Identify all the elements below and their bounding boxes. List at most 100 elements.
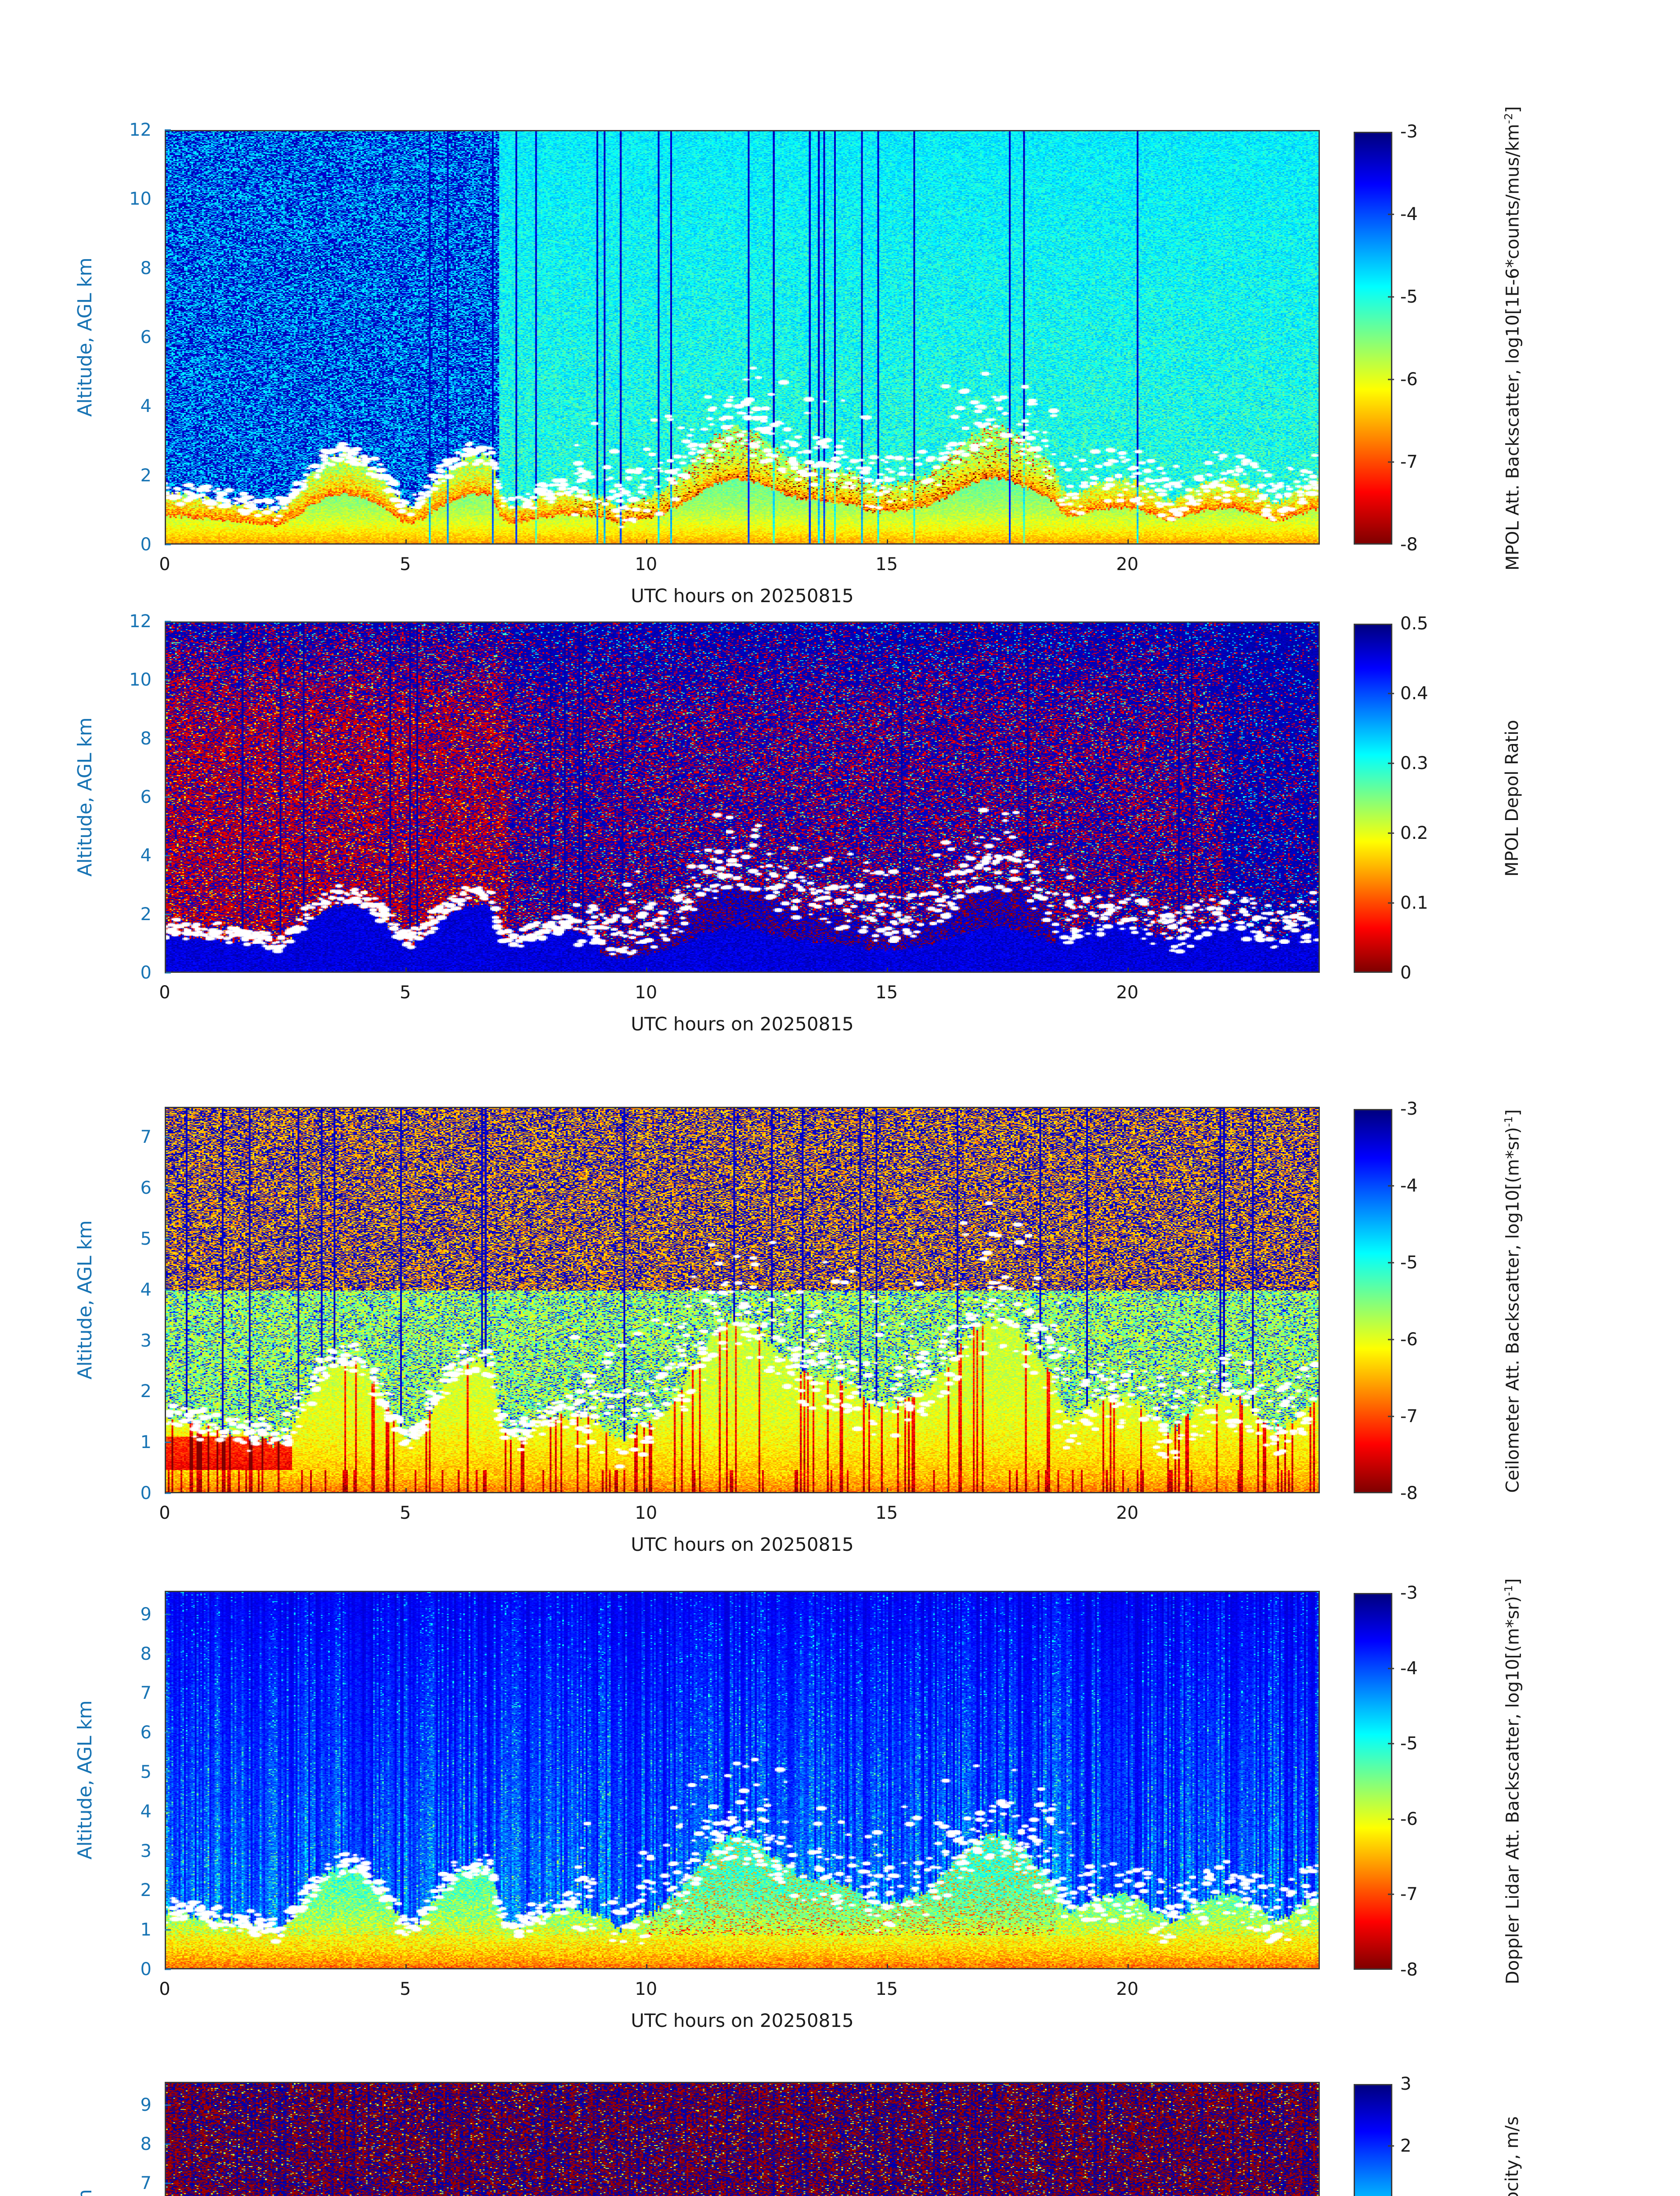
y-tick-mark-p4-8 <box>165 1653 171 1655</box>
colorbar-4 <box>1354 1593 1392 1970</box>
y-tick-mark-p4-4 <box>165 1811 171 1813</box>
y-tick-label-p1-4: 8 <box>140 258 152 278</box>
y-tick-label-p4-1: 1 <box>140 1920 152 1940</box>
y-tick-label-p2-0: 0 <box>140 963 152 983</box>
heatmap-plot-1[interactable] <box>165 130 1320 545</box>
colorbar-tick-mark-p2-1 <box>1388 902 1394 904</box>
y-tick-label-p3-5: 5 <box>140 1229 152 1250</box>
x-tick-label-p1-2: 10 <box>635 554 658 574</box>
x-tick-mark-p4-3 <box>886 1964 888 1969</box>
y-tick-label-p5-9: 9 <box>140 2095 152 2116</box>
y-tick-mark-p5-9 <box>165 2104 171 2106</box>
colorbar-tick-mark-p1-3 <box>1388 296 1394 298</box>
y-tick-mark-p4-6 <box>165 1732 171 1734</box>
y-tick-mark-p4-9 <box>165 1614 171 1615</box>
colorbar-tick-label-p1-3: -5 <box>1400 287 1418 307</box>
y-tick-mark-p4-2 <box>165 1889 171 1891</box>
colorbar-tick-mark-p2-4 <box>1388 693 1394 694</box>
x-tick-mark-p4-2 <box>646 1964 647 1969</box>
y-tick-label-p3-2: 2 <box>140 1381 152 1402</box>
colorbar-gradient-2 <box>1355 625 1391 972</box>
y-tick-label-p1-5: 10 <box>129 189 152 209</box>
colorbar-tick-label-p5-5: 2 <box>1400 2136 1412 2156</box>
y-tick-mark-p3-6 <box>165 1187 171 1189</box>
colorbar-tick-label-p1-4: -4 <box>1400 204 1418 224</box>
y-tick-label-p4-0: 0 <box>140 1959 152 1979</box>
heatmap-plot-4[interactable] <box>165 1591 1320 1969</box>
colorbar-tick-mark-p4-2 <box>1388 1818 1394 1820</box>
colorbar-tick-mark-p5-5 <box>1388 2145 1394 2147</box>
heatmap-canvas-3 <box>166 1108 1319 1492</box>
y-tick-mark-p2-1 <box>165 914 171 915</box>
colorbar-tick-label-p3-5: -3 <box>1400 1099 1418 1119</box>
colorbar-gradient-4 <box>1355 1594 1391 1968</box>
colorbar-tick-mark-p3-4 <box>1388 1185 1394 1187</box>
colorbar-3 <box>1354 1109 1392 1493</box>
colorbar-tick-label-p4-4: -4 <box>1400 1658 1418 1679</box>
heatmap-plot-5[interactable] <box>165 2082 1320 2196</box>
x-tick-mark-p2-2 <box>646 968 647 973</box>
y-tick-mark-p5-7 <box>165 2182 171 2184</box>
colorbar-label-5: Doppler Lidar Vertical Velocity, m/s <box>1502 2116 1522 2196</box>
y-tick-mark-p2-4 <box>165 738 171 740</box>
y-tick-mark-p1-3 <box>165 336 171 338</box>
x-tick-label-p2-1: 5 <box>400 982 411 1003</box>
colorbar-tick-mark-p1-2 <box>1388 379 1394 380</box>
y-tick-label-p3-1: 1 <box>140 1432 152 1453</box>
y-tick-mark-p4-1 <box>165 1929 171 1931</box>
y-tick-label-p1-6: 12 <box>129 120 152 140</box>
x-tick-label-p2-2: 10 <box>635 982 658 1003</box>
y-tick-mark-p4-3 <box>165 1850 171 1852</box>
y-tick-label-p3-0: 0 <box>140 1483 152 1503</box>
y-tick-mark-p3-3 <box>165 1340 171 1342</box>
x-tick-mark-p1-1 <box>405 539 407 545</box>
x-tick-label-p4-1: 5 <box>400 1979 411 1999</box>
colorbar-tick-label-p3-2: -6 <box>1400 1329 1418 1350</box>
colorbar-tick-label-p3-3: -5 <box>1400 1253 1418 1273</box>
colorbar-tick-label-p4-2: -6 <box>1400 1809 1418 1829</box>
heatmap-canvas-1 <box>166 131 1319 543</box>
y-tick-mark-p3-1 <box>165 1441 171 1443</box>
colorbar-tick-mark-p1-4 <box>1388 213 1394 215</box>
colorbar-gradient-5 <box>1355 2085 1391 2196</box>
y-tick-mark-p2-3 <box>165 796 171 798</box>
y-tick-mark-p4-0 <box>165 1968 171 1970</box>
y-tick-mark-p2-6 <box>165 621 171 622</box>
y-tick-label-p4-4: 4 <box>140 1801 152 1822</box>
colorbar-tick-mark-p3-3 <box>1388 1262 1394 1264</box>
colorbar-tick-label-p3-4: -4 <box>1400 1176 1418 1196</box>
colorbar-tick-label-p3-1: -7 <box>1400 1406 1418 1427</box>
y-tick-mark-p2-0 <box>165 972 171 974</box>
colorbar-tick-label-p1-1: -7 <box>1400 452 1418 472</box>
heatmap-plot-3[interactable] <box>165 1107 1320 1493</box>
colorbar-gradient-1 <box>1355 133 1391 543</box>
colorbar-tick-label-p2-3: 0.3 <box>1400 753 1428 773</box>
x-tick-label-p1-3: 15 <box>875 554 898 574</box>
y-tick-label-p1-1: 2 <box>140 465 152 486</box>
y-tick-label-p4-5: 5 <box>140 1762 152 1783</box>
colorbar-tick-mark-p1-1 <box>1388 461 1394 463</box>
y-tick-mark-p1-0 <box>165 544 171 545</box>
heatmap-plot-2[interactable] <box>165 621 1320 973</box>
colorbar-tick-label-p2-1: 0.1 <box>1400 893 1428 913</box>
y-tick-label-p2-5: 10 <box>129 670 152 690</box>
y-tick-label-p4-2: 2 <box>140 1880 152 1901</box>
x-tick-mark-p4-0 <box>165 1964 166 1969</box>
y-tick-mark-p2-2 <box>165 855 171 856</box>
x-tick-label-p2-4: 20 <box>1116 982 1139 1003</box>
colorbar-gradient-3 <box>1355 1110 1391 1492</box>
y-tick-mark-p2-5 <box>165 679 171 681</box>
x-tick-label-p1-0: 0 <box>159 554 170 574</box>
x-tick-mark-p3-2 <box>646 1488 647 1493</box>
x-tick-mark-p1-0 <box>165 539 166 545</box>
colorbar-tick-label-p4-3: -5 <box>1400 1734 1418 1754</box>
y-tick-mark-p4-5 <box>165 1771 171 1773</box>
colorbar-1 <box>1354 132 1392 545</box>
y-tick-label-p2-2: 4 <box>140 845 152 866</box>
x-axis-label-4: UTC hours on 20250815 <box>631 2010 854 2031</box>
y-tick-mark-p3-4 <box>165 1289 171 1291</box>
